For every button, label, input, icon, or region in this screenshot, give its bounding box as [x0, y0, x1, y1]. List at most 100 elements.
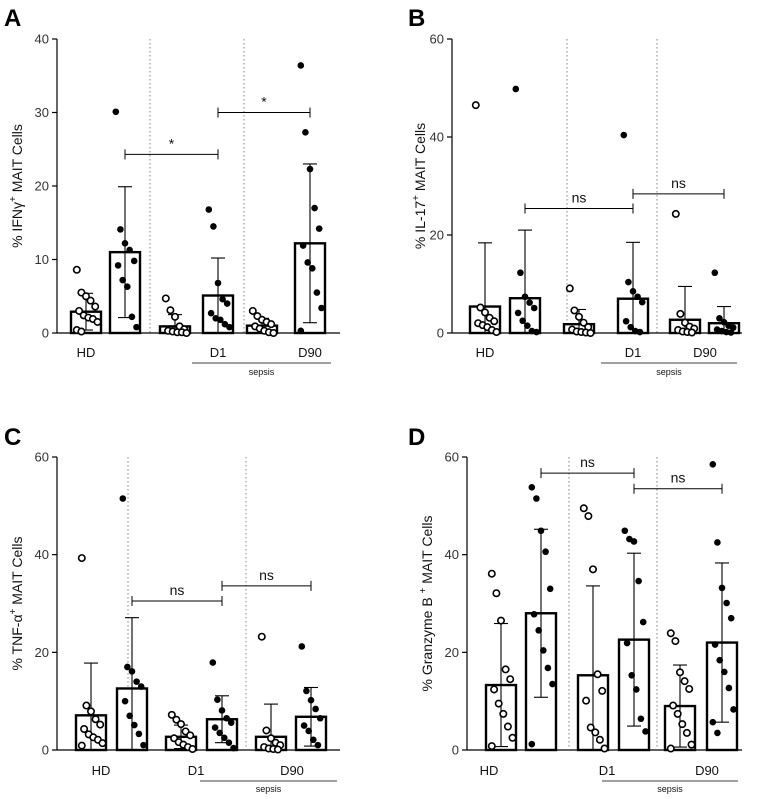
x-category-label: HD [77, 345, 96, 360]
data-point [227, 719, 235, 726]
data-point [637, 715, 645, 723]
data-point [314, 741, 322, 749]
data-point [205, 206, 213, 213]
data-point [72, 265, 81, 274]
data-point [676, 309, 685, 318]
data-point [714, 539, 721, 546]
data-point [528, 483, 536, 491]
panel-letter: C [4, 424, 21, 451]
data-point [306, 165, 314, 173]
data-point [537, 527, 545, 535]
y-tick-label: 40 [430, 130, 444, 145]
data-point [638, 298, 646, 306]
data-point [128, 668, 136, 675]
data-point [307, 696, 315, 704]
data-point [480, 308, 489, 317]
data-point [124, 283, 131, 290]
data-point [680, 677, 689, 686]
data-point [598, 686, 607, 695]
data-point [593, 670, 602, 679]
data-point [119, 495, 127, 502]
data-point [718, 584, 726, 592]
panel-a: A 0 10 20 30 40 % IFNγ+ MAIT Cells HD D1 D90 sepsi… [4, 5, 340, 377]
data-point [528, 740, 536, 748]
data-point [121, 240, 129, 247]
data-point [131, 721, 138, 729]
data-point [540, 647, 547, 654]
x-category-label: D90 [693, 345, 717, 360]
data-point [494, 699, 503, 708]
data-point [218, 707, 226, 714]
data-point [720, 318, 728, 326]
data-point [544, 664, 552, 672]
y-axis-label-text: MAIT Cells [412, 123, 428, 195]
data-point [135, 730, 143, 738]
data-point [82, 292, 91, 301]
data-point [80, 725, 89, 734]
data-point [582, 696, 591, 705]
data-point [591, 728, 600, 737]
data-point [93, 317, 102, 326]
data-point [172, 715, 181, 724]
significance-label: ns [170, 582, 185, 598]
data-point [316, 714, 324, 722]
data-point [186, 731, 195, 740]
y-axis-label: % TNF-α+ MAIT Cells [8, 537, 25, 671]
sepsis-label: sepsis [656, 367, 682, 377]
data-point [669, 701, 678, 710]
data-point [112, 108, 120, 116]
data-point [501, 665, 510, 674]
sepsis-label: sepsis [657, 784, 683, 794]
y-axis-label-text: % IL-17 [412, 201, 428, 249]
significance-label: ns [580, 454, 595, 470]
y-axis-label-text: MAIT Cells [419, 516, 435, 588]
data-point [226, 323, 233, 331]
panel-d: D 0 20 40 60 % Granzyme B + MAIT Cells HD D1 D90… [408, 424, 742, 794]
data-point [221, 734, 228, 742]
data-point [714, 729, 721, 737]
data-point [490, 685, 499, 694]
y-axis-label-symbol: γ [9, 202, 25, 209]
data-point [297, 327, 305, 335]
y-axis-label-text: % IFN [9, 209, 25, 248]
data-point [471, 101, 480, 110]
data-point [682, 728, 691, 737]
y-tick-label: 0 [42, 326, 49, 341]
data-point [311, 204, 318, 212]
x-category-label: D90 [695, 763, 719, 778]
significance-label: ns [671, 470, 686, 486]
data-point [542, 548, 549, 556]
data-point [302, 129, 309, 136]
data-point [671, 209, 680, 218]
data-point [496, 616, 505, 625]
data-point [133, 323, 140, 331]
data-point [75, 306, 84, 315]
data-point [257, 632, 266, 641]
data-point [161, 294, 170, 303]
y-axis-label: % Granzyme B + MAIT Cells [418, 516, 435, 692]
data-point [318, 304, 325, 312]
y-tick-label: 60 [35, 450, 49, 465]
data-point [533, 495, 540, 502]
data-point [730, 706, 737, 713]
x-category-label: D90 [298, 345, 322, 360]
data-point [312, 705, 319, 713]
data-point [119, 276, 126, 284]
data-point [639, 618, 647, 626]
data-point [96, 720, 105, 729]
data-point [182, 328, 191, 337]
data-point [634, 293, 641, 301]
y-tick-label: 0 [42, 743, 49, 758]
data-point [579, 318, 588, 327]
data-point [622, 317, 630, 325]
y-tick-label: 0 [452, 743, 459, 758]
data-point [709, 461, 717, 468]
data-point [512, 85, 520, 93]
data-point [299, 242, 307, 249]
data-point [499, 709, 508, 718]
data-point [126, 712, 133, 720]
y-tick-label: 30 [35, 105, 49, 120]
y-tick-label: 60 [445, 450, 459, 465]
sepsis-label: sepsis [256, 784, 282, 794]
